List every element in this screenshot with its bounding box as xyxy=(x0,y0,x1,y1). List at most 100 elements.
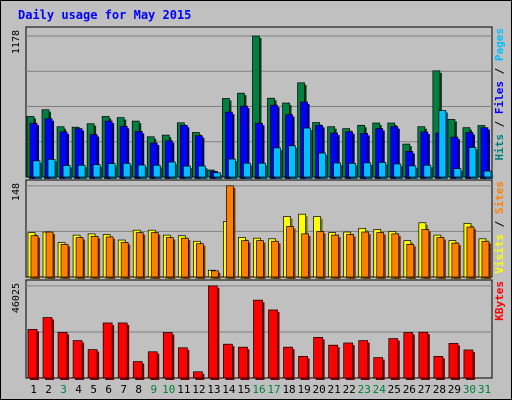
panel-bottom-max-label: 46025 xyxy=(11,283,22,313)
bar-kbytes-day-1 xyxy=(27,329,39,380)
bar-pages-day-8 xyxy=(137,164,148,179)
bar-sites-day-26 xyxy=(406,243,416,279)
bar-sites-day-5 xyxy=(90,235,101,279)
bar-kbytes-day-3 xyxy=(57,332,70,380)
bar-pages-day-28 xyxy=(438,110,448,179)
bar-sites-day-11 xyxy=(180,237,191,279)
bar-sites-day-23 xyxy=(361,231,371,279)
legend-entry: Pages xyxy=(493,28,506,61)
bar-kbytes-day-28-face xyxy=(433,356,444,379)
bar-kbytes-day-24 xyxy=(373,357,385,380)
bar-pages-day-13-face xyxy=(213,172,221,178)
bar-pages-day-9-face xyxy=(152,164,161,178)
bar-sites-day-22 xyxy=(346,234,356,279)
bar-sites-day-5-face xyxy=(90,235,99,278)
bar-sites-day-20-face xyxy=(316,231,324,278)
bar-sites-day-28 xyxy=(436,237,446,279)
panel-middle-bars xyxy=(27,185,491,279)
day-label: 21 xyxy=(328,383,341,396)
bar-sites-day-14-face xyxy=(226,185,234,278)
legend-entry: Sites xyxy=(493,181,506,214)
bar-pages-day-26-face xyxy=(408,165,417,178)
bar-kbytes-day-18-face xyxy=(283,346,293,379)
bar-kbytes-day-26-face xyxy=(403,332,414,379)
day-label: 5 xyxy=(90,383,97,396)
bar-sites-day-17 xyxy=(271,240,281,279)
bar-pages-day-10-face xyxy=(167,161,176,178)
bar-sites-day-1 xyxy=(30,235,40,279)
bar-kbytes-day-10 xyxy=(162,332,175,380)
day-label: 14 xyxy=(222,383,236,396)
bar-sites-day-7-face xyxy=(120,242,129,278)
bar-pages-day-21 xyxy=(333,162,343,179)
bar-pages-day-31 xyxy=(483,170,493,179)
day-label: 2 xyxy=(45,383,52,396)
bar-sites-day-23-face xyxy=(361,231,370,278)
panel-bottom: 46025 KBytes xyxy=(11,279,506,380)
bar-pages-day-11 xyxy=(182,165,193,179)
bar-pages-day-20-face xyxy=(318,152,326,178)
legend-entry: Visits xyxy=(493,234,506,274)
bar-pages-day-1-face xyxy=(32,160,41,178)
day-label: 24 xyxy=(373,383,387,396)
bar-sites-day-18-face xyxy=(286,226,294,278)
bar-kbytes-day-8 xyxy=(132,361,145,380)
bar-pages-day-19 xyxy=(303,127,313,179)
bar-kbytes-day-15-face xyxy=(238,346,248,379)
panel-middle: 148 Visits / Sites xyxy=(11,179,506,279)
bar-kbytes-day-4-face xyxy=(72,340,83,379)
panel-bottom-bars xyxy=(27,285,475,380)
bar-sites-day-13-face xyxy=(211,270,219,278)
day-label: 8 xyxy=(135,383,142,396)
bar-kbytes-day-25-face xyxy=(388,338,399,379)
bar-sites-day-17-face xyxy=(271,240,279,278)
bar-sites-day-24 xyxy=(376,232,386,279)
bar-sites-day-20 xyxy=(316,231,326,279)
bar-kbytes-day-3-face xyxy=(57,332,68,379)
bar-pages-day-29-face xyxy=(453,168,462,178)
day-label: 4 xyxy=(75,383,82,396)
chart-title: Daily usage for May 2015 xyxy=(18,8,191,22)
bar-sites-day-21-face xyxy=(331,234,339,278)
bar-pages-day-13 xyxy=(213,172,223,179)
day-label: 30 xyxy=(463,383,476,396)
bar-sites-day-25 xyxy=(391,233,401,279)
bar-kbytes-day-22-face xyxy=(343,342,354,379)
bar-kbytes-day-16 xyxy=(253,299,265,380)
bar-pages-day-14-face xyxy=(228,158,236,178)
bar-kbytes-day-2-face xyxy=(42,317,53,379)
bar-sites-day-8 xyxy=(135,232,146,279)
bar-kbytes-day-4 xyxy=(72,340,85,380)
bar-pages-day-7-face xyxy=(122,163,131,178)
bar-sites-day-29 xyxy=(451,242,461,279)
bar-sites-day-10 xyxy=(165,237,176,279)
bar-files-day-31-face xyxy=(480,127,489,178)
bar-pages-day-24-face xyxy=(378,162,387,178)
bar-pages-day-2 xyxy=(47,159,58,179)
legend-entry: / xyxy=(493,214,506,234)
chart-panels: 1178 Hits / Files / Pages 148 Visits / Site… xyxy=(11,26,506,380)
bar-sites-day-16-face xyxy=(256,240,264,278)
bar-kbytes-day-30-face xyxy=(463,349,474,379)
bar-sites-day-19-face xyxy=(301,233,309,278)
legend-entry: / xyxy=(493,61,506,81)
bar-pages-day-6 xyxy=(107,163,118,179)
bar-kbytes-day-12 xyxy=(193,371,205,380)
bar-pages-day-9 xyxy=(152,164,163,179)
bar-pages-day-16 xyxy=(258,162,268,179)
bar-pages-day-2-face xyxy=(47,159,56,178)
bar-sites-day-4 xyxy=(75,237,86,279)
bar-kbytes-day-27-face xyxy=(418,331,429,379)
bar-kbytes-day-29 xyxy=(448,343,460,380)
day-label: 10 xyxy=(162,383,175,396)
bar-pages-day-18-face xyxy=(288,145,296,178)
bar-sites-day-18 xyxy=(286,226,296,279)
bar-pages-day-27 xyxy=(423,164,433,179)
bar-sites-day-27 xyxy=(421,229,431,279)
bar-sites-day-15 xyxy=(241,240,251,279)
day-label: 15 xyxy=(237,383,250,396)
bar-kbytes-day-18 xyxy=(283,346,295,380)
bar-pages-day-17 xyxy=(273,147,283,179)
bar-pages-day-12 xyxy=(198,165,208,179)
bar-pages-day-23 xyxy=(363,162,373,179)
